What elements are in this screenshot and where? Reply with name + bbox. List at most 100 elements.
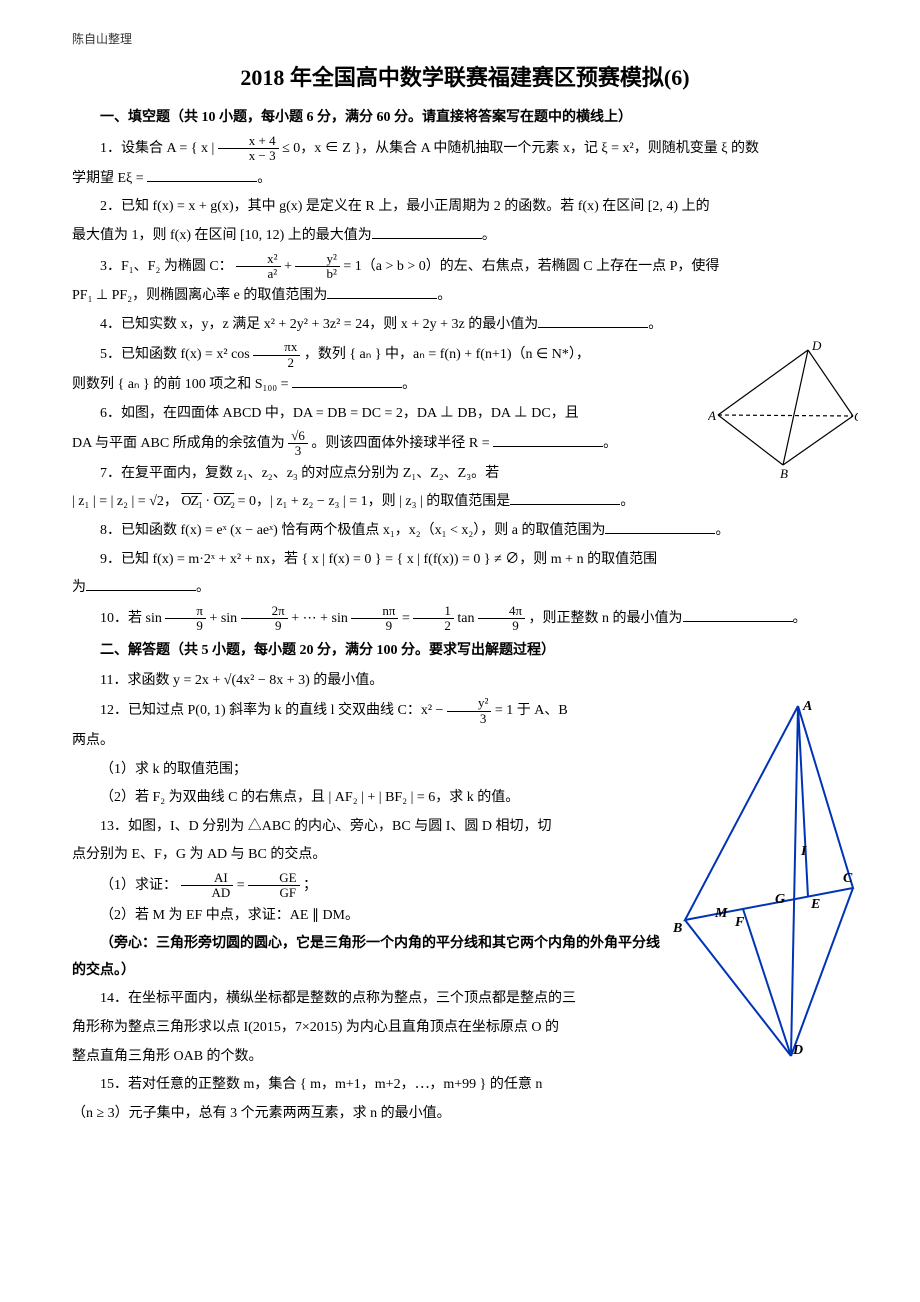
q8-blank — [605, 520, 715, 534]
q5-blank — [292, 374, 402, 388]
q4: 4．已知实数 x，y，z 满足 x² + 2y² + 3z² = 24，则 x … — [72, 312, 858, 339]
q10-tan: tan — [457, 611, 474, 626]
q7-dot: · — [205, 494, 213, 509]
q14-text-a: 14．在坐标平面内，横纵坐标都是整数的点称为整点，三个顶点都是整点的三 — [100, 991, 576, 1006]
q10-f2: 2π9 — [241, 604, 288, 634]
q4-blank — [538, 314, 648, 328]
q2-text-a: 2．已知 f(x) = x + g(x)，其中 g(x) 是定义在 R 上，最小… — [100, 199, 710, 214]
q1-text-b: ≤ 0，x ∈ Z }，从集合 A 中随机抽取一个元素 x，记 ξ = x²，则… — [282, 141, 759, 156]
q15-line2: （n ≥ 3）元子集中，总有 3 个元素两两互素，求 n 的最小值。 — [72, 1101, 858, 1128]
q10-f3: nπ9 — [351, 604, 398, 634]
q12-text-c: 两点。 — [72, 733, 114, 748]
q6-text-b: DA 与平面 ABC 所成角的余弦值为 — [72, 436, 288, 451]
q12-text-b: = 1 于 A、B — [495, 703, 568, 718]
q10-blank — [683, 608, 793, 622]
vertex-G: G — [775, 892, 785, 907]
q8-end: 。 — [715, 523, 729, 538]
q15-text-a: 15．若对任意的正整数 m，集合 { m，m+1，m+2，⋯，m+99 } 的任… — [100, 1077, 542, 1092]
q10-eq: = — [402, 611, 413, 626]
q2-text-b: 最大值为 1，则 f(x) 在区间 [10, 12) 上的最大值为 — [72, 228, 372, 243]
q1: 1．设集合 A = { x | x + 4x − 3 ≤ 0，x ∈ Z }，从… — [72, 134, 858, 164]
q7-oz1: OZ₁ — [181, 494, 202, 509]
q7: 7．在复平面内，复数 z₁、z₂、z₃ 的对应点分别为 Z₁、Z₂、Z₃。若 — [72, 461, 858, 488]
q5-frac: πx2 — [253, 340, 300, 370]
q12: 12．已知过点 P(0, 1) 斜率为 k 的直线 l 交双曲线 C：x² − … — [72, 696, 858, 726]
q6: 6．如图，在四面体 ABCD 中，DA = DB = DC = 2，DA ⊥ D… — [72, 401, 858, 428]
q2: 2．已知 f(x) = x + g(x)，其中 g(x) 是定义在 R 上，最小… — [72, 194, 858, 221]
q12-frac: y²3 — [447, 696, 491, 726]
q7-line2: | z₁ | = | z₂ | = √2， OZ₁ · OZ₂ = 0，| z₁… — [72, 489, 858, 516]
section-1-heading: 一、填空题（共 10 小题，每小题 6 分，满分 60 分。请直接将答案写在题中… — [72, 105, 858, 132]
q2-blank — [372, 225, 482, 239]
q5-text-c: 则数列 { aₙ } 的前 100 项之和 S₁₀₀ = — [72, 377, 292, 392]
header-note: 陈自山整理 — [72, 28, 858, 51]
q13-s1b: ； — [303, 878, 317, 893]
q10-text-a: 10．若 sin — [100, 611, 162, 626]
q9-end: 。 — [196, 580, 210, 595]
q8: 8．已知函数 f(x) = eˣ (x − aeˣ) 恰有两个极值点 x₁，x₂… — [72, 518, 858, 545]
q6-blank — [493, 433, 603, 447]
q10: 10．若 sin π9 + sin 2π9 + ⋯ + sin nπ9 = 12… — [72, 604, 858, 634]
q9-line2: 为。 — [72, 575, 858, 602]
q7-blank — [510, 491, 620, 505]
q13-text-b: 点分别为 E、F，G 为 AD 与 BC 的交点。 — [72, 847, 326, 862]
q8-text-a: 8．已知函数 f(x) = eˣ (x − aeˣ) 恰有两个极值点 x₁，x₂… — [100, 523, 605, 538]
q13: 13．如图，I、D 分别为 △ABC 的内心、旁心，BC 与圆 I、圆 D 相切… — [72, 814, 858, 841]
page-title: 2018 年全国高中数学联赛福建赛区预赛模拟(6) — [72, 57, 858, 99]
q11-text-a: 11．求函数 y = 2x + √(4x² − 8x + 3) 的最小值。 — [100, 673, 383, 688]
q5-text-b: ，数列 { aₙ } 中，aₙ = f(n) + f(n+1)（n ∈ N*）， — [304, 347, 590, 362]
q1-text-a: 1．设集合 A = { x | — [100, 141, 218, 156]
q14-text-c: 整点直角三角形 OAB 的个数。 — [72, 1049, 263, 1064]
q6-text-a: 6．如图，在四面体 ABCD 中，DA = DB = DC = 2，DA ⊥ D… — [100, 406, 579, 421]
q9: 9．已知 f(x) = m·2ˣ + x² + nx，若 { x | f(x) … — [72, 547, 858, 574]
q1-line2: 学期望 Eξ = 。 — [72, 166, 858, 193]
q10-p2: + ⋯ + sin — [291, 611, 348, 626]
q11: 11．求函数 y = 2x + √(4x² − 8x + 3) 的最小值。 — [72, 668, 858, 695]
q7-text-d: = 0，| z₁ + z₂ − z₃ | = 1，则 | z₃ | 的取值范围是 — [238, 494, 511, 509]
q7-end: 。 — [620, 494, 634, 509]
q10-end: 。 — [793, 611, 807, 626]
q3-blank — [327, 285, 437, 299]
q1-text-c: 学期望 Eξ = — [72, 171, 147, 186]
q2-end: 。 — [482, 228, 496, 243]
q13-s1-f2: GEGF — [248, 871, 299, 901]
q3-plus: + — [284, 259, 295, 274]
q7-text-a: 7．在复平面内，复数 z₁、z₂、z₃ 的对应点分别为 Z₁、Z₂、Z₃。若 — [100, 466, 499, 481]
vertex-M: M — [714, 906, 728, 921]
figure-triangle: A B C D E F G I M — [673, 698, 858, 1074]
q13-s1-f1: AIAD — [181, 871, 234, 901]
q1-end: 。 — [257, 171, 271, 186]
q2-line2: 最大值为 1，则 f(x) 在区间 [10, 12) 上的最大值为 。 — [72, 223, 858, 250]
q4-text-a: 4．已知实数 x，y，z 满足 x² + 2y² + 3z² = 24，则 x … — [100, 317, 538, 332]
q15: 15．若对任意的正整数 m，集合 { m，m+1，m+2，⋯，m+99 } 的任… — [72, 1072, 858, 1099]
q1-fraction: x + 4x − 3 — [218, 134, 279, 164]
vertex-C: C — [843, 871, 853, 886]
q13-s1a: （1）求证： — [100, 878, 177, 893]
q10-f5: 4π9 — [478, 604, 525, 634]
q7-oz2: OZ₂ — [214, 494, 235, 509]
q14: 14．在坐标平面内，横纵坐标都是整数的点称为整点，三个顶点都是整点的三 — [72, 986, 858, 1013]
q6-text-c: 。则该四面体外接球半径 R = — [311, 436, 493, 451]
q5-text-a: 5．已知函数 f(x) = x² cos — [100, 347, 253, 362]
q7-text-b: | z₁ | = | z₂ | = √2， — [72, 494, 178, 509]
q6-frac: √63 — [288, 429, 308, 459]
q3-frac2: y²b² — [295, 252, 339, 282]
vertex-F: F — [734, 915, 745, 930]
q3-end: 。 — [437, 288, 451, 303]
q3-line2: PF₁ ⊥ PF₂，则椭圆离心率 e 的取值范围为 。 — [72, 283, 858, 310]
q10-f4: 12 — [413, 604, 454, 634]
q3: 3．F₁、F₂ 为椭圆 C： x²a² + y²b² = 1（a > b > 0… — [72, 252, 858, 282]
vertex-D: D — [792, 1043, 803, 1058]
q10-text-b: ，则正整数 n 的最小值为 — [529, 611, 683, 626]
q10-f1: π9 — [165, 604, 206, 634]
q3-text-c: PF₁ ⊥ PF₂，则椭圆离心率 e 的取值范围为 — [72, 288, 327, 303]
q4-end: 。 — [648, 317, 662, 332]
vertex-I: I — [800, 844, 807, 859]
q10-p1: + sin — [209, 611, 237, 626]
q14-text-b: 角形称为整点三角形求以点 I(2015，7×2015) 为内心且直角顶点在坐标原… — [72, 1020, 559, 1035]
vertex-E: E — [810, 897, 820, 912]
q9-text-b: 为 — [72, 580, 86, 595]
q5: 5．已知函数 f(x) = x² cos πx2 ，数列 { aₙ } 中，aₙ… — [72, 340, 858, 370]
q3-text-b: = 1（a > b > 0）的左、右焦点，若椭圆 C 上存在一点 P，使得 — [343, 259, 719, 274]
q15-text-b: （n ≥ 3）元子集中，总有 3 个元素两两互素，求 n 的最小值。 — [72, 1106, 451, 1121]
